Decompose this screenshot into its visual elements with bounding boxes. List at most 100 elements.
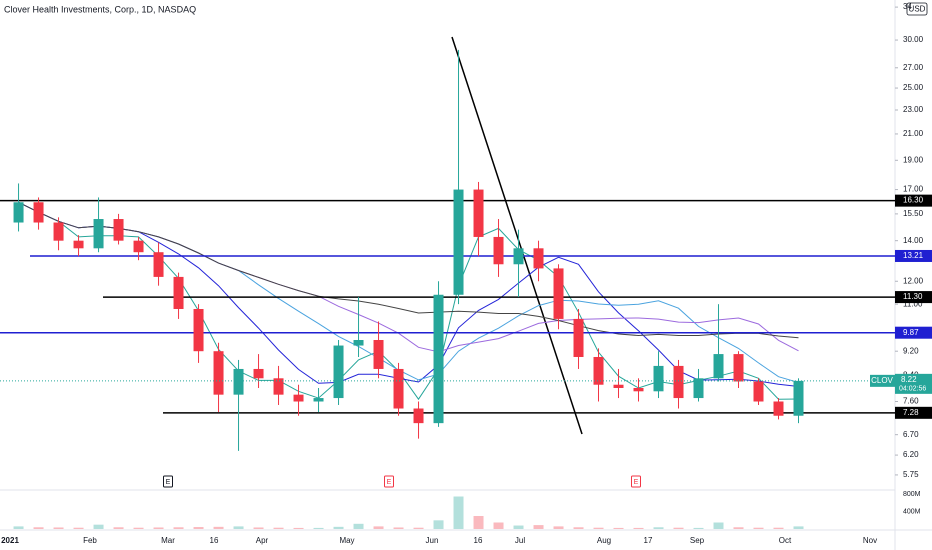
volume-bar <box>773 527 784 529</box>
candle-body <box>773 401 784 416</box>
candle-body <box>453 189 464 295</box>
y-tick-label: 11.00 <box>903 299 923 308</box>
level-label-box <box>895 194 932 207</box>
symbol-box <box>870 374 895 387</box>
volume-tick-label: 400M <box>903 509 921 516</box>
candle-body <box>653 365 664 392</box>
x-tick-label: Feb <box>83 536 97 545</box>
y-tick-label: 23.00 <box>903 105 924 114</box>
candle-body <box>13 202 24 223</box>
volume-bar <box>253 527 264 529</box>
volume-bar <box>53 527 64 529</box>
x-tick-label: Nov <box>863 536 877 545</box>
currency-box[interactable] <box>906 2 928 16</box>
x-tick-label: 16 <box>474 536 483 545</box>
volume-bar <box>273 527 284 529</box>
candle-body <box>173 276 184 309</box>
volume-bar <box>333 526 344 529</box>
volume-bar <box>473 516 484 529</box>
candle-body <box>613 384 624 388</box>
x-tick-label: 2021 <box>1 536 19 545</box>
volume-bar <box>293 527 304 529</box>
volume-bar <box>353 523 364 529</box>
currency: USD <box>909 5 926 14</box>
candle-body <box>273 378 284 395</box>
candle-body <box>513 248 524 265</box>
chart-title: Clover Health Investments, Corp., 1D, NA… <box>4 4 196 14</box>
candle-body <box>373 339 384 369</box>
level-label-box <box>895 249 932 262</box>
candle-body <box>713 354 724 379</box>
y-tick-label: 14.00 <box>903 236 924 245</box>
y-tick-label: 6.70 <box>903 430 919 439</box>
volume-bar <box>793 526 804 529</box>
x-tick-label: Mar <box>161 536 175 545</box>
moving-average <box>18 201 799 401</box>
volume-bar <box>733 527 744 529</box>
candle-body <box>793 380 804 416</box>
y-tick-label: 7.60 <box>903 397 919 406</box>
candle-body <box>573 318 584 357</box>
candle-body <box>153 252 164 277</box>
volume-bar <box>373 526 384 529</box>
volume-bar <box>573 527 584 529</box>
volume-bar <box>93 524 104 529</box>
candle-body <box>693 378 704 399</box>
x-tick-label: Oct <box>779 536 792 545</box>
volume-bar <box>13 526 24 529</box>
volume-bar <box>73 527 84 529</box>
volume-bar <box>193 527 204 529</box>
candle-body <box>733 354 744 382</box>
y-tick-label: 17.00 <box>903 185 924 194</box>
candle-body <box>53 222 64 241</box>
y-tick-label: 19.00 <box>903 155 924 164</box>
y-tick-label: 12.00 <box>903 276 924 285</box>
volume-bar <box>33 527 44 529</box>
volume-bar <box>433 520 444 529</box>
volume-bar <box>613 527 624 529</box>
y-tick-label: 34 <box>903 2 912 11</box>
candle-body <box>593 356 604 385</box>
volume-bar <box>713 522 724 529</box>
trend-line <box>451 36 583 435</box>
earnings-marker <box>384 475 394 488</box>
level-label: 11.30 <box>903 292 923 301</box>
x-tick-label: Jul <box>515 536 525 545</box>
earnings-label: E <box>166 479 171 486</box>
candle-body <box>393 368 404 409</box>
earnings-marker <box>163 475 173 488</box>
level-label: 7.28 <box>903 408 919 417</box>
level-label-box <box>895 326 932 339</box>
volume-bar <box>593 527 604 529</box>
candle-body <box>33 202 44 223</box>
level-label: 16.30 <box>903 196 924 205</box>
candle-body <box>553 268 564 319</box>
volume-bar <box>113 527 124 529</box>
level-label: 9.87 <box>903 328 919 337</box>
candle-body <box>133 240 144 253</box>
volume-bar <box>413 527 424 529</box>
earnings-label: E <box>634 479 639 486</box>
volume-bar <box>453 496 464 529</box>
candle-body <box>233 368 244 395</box>
x-tick-label: Jun <box>426 536 439 545</box>
earnings-marker <box>631 475 641 488</box>
volume-bar <box>233 526 244 529</box>
x-tick-label: Sep <box>690 536 705 545</box>
candle-body <box>633 387 644 392</box>
volume-bar <box>173 527 184 529</box>
candle-body <box>493 236 504 265</box>
moving-average <box>18 201 799 387</box>
level-label-box <box>895 291 932 304</box>
volume-bar <box>653 527 664 529</box>
earnings-label: E <box>387 479 392 486</box>
volume-bar <box>673 527 684 529</box>
x-tick-label: May <box>339 536 354 545</box>
candle-body <box>473 189 484 237</box>
candle-body <box>333 345 344 399</box>
volume-bar <box>153 527 164 529</box>
candle-body <box>113 219 124 241</box>
volume-bar <box>693 527 704 529</box>
